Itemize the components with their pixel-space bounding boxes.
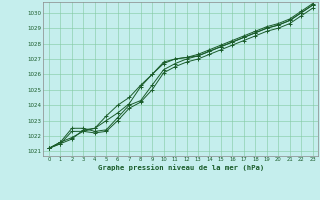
X-axis label: Graphe pression niveau de la mer (hPa): Graphe pression niveau de la mer (hPa) (98, 164, 264, 171)
